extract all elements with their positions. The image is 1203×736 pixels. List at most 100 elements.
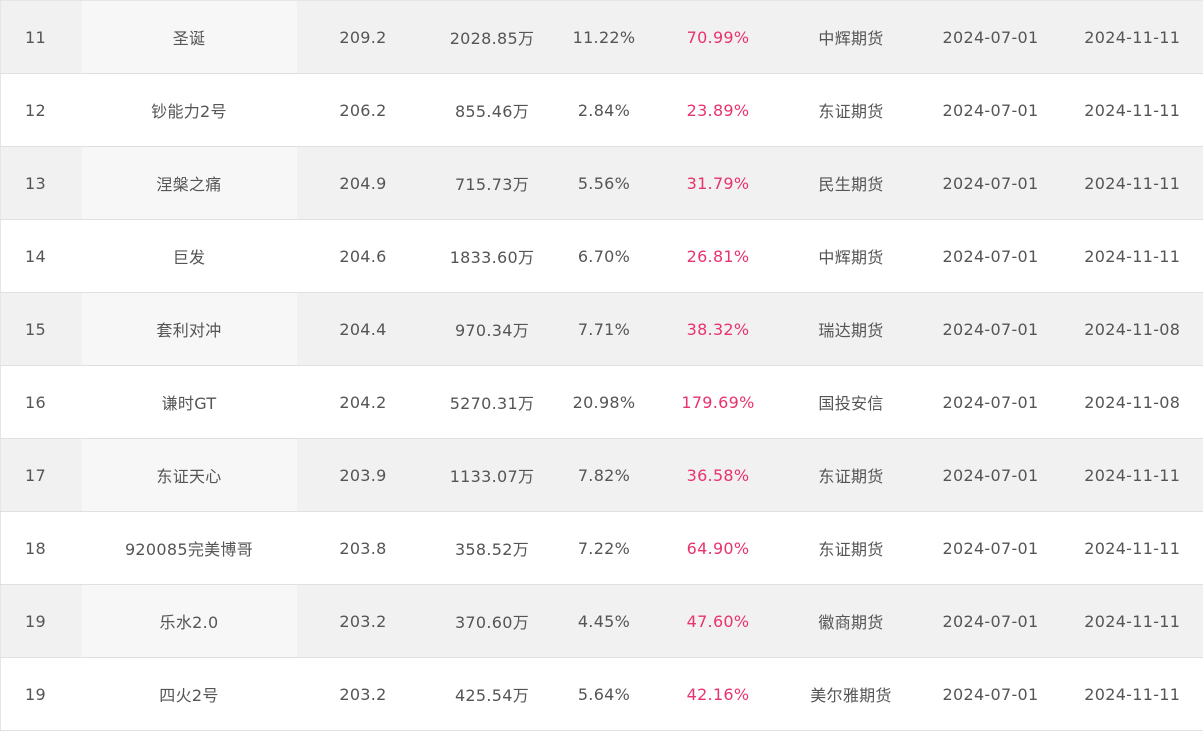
account-name-cell: 套利对冲 [81,292,297,366]
broker-cell: 东证期货 [782,511,920,585]
return-cell: 70.99% [653,0,783,74]
table-row: 16 谦时GT 204.2 5270.31万 20.98% 179.69% 国投安信 2024… [0,365,1203,439]
table-row: 12 钞能力2号 206.2 855.46万 2.84% 23.89% 东证期货 2024-0… [0,73,1203,147]
broker-cell: 中辉期货 [782,219,920,293]
score-cell: 204.2 [296,365,430,439]
equity-cell: 855.46万 [429,73,555,147]
score-cell: 206.2 [296,73,430,147]
end-date-cell: 2024-11-11 [1061,219,1203,293]
account-name-cell: 东证天心 [81,438,297,512]
end-date-cell: 2024-11-11 [1061,0,1203,74]
return-cell: 31.79% [653,146,783,220]
drawdown-cell: 11.22% [554,0,654,74]
account-name-cell: 乐水2.0 [81,584,297,658]
score-cell: 203.8 [296,511,430,585]
rank-cell: 17 [0,438,82,512]
start-date-cell: 2024-07-01 [919,73,1062,147]
equity-cell: 370.60万 [429,584,555,658]
rank-cell: 15 [0,292,82,366]
broker-cell: 国投安信 [782,365,920,439]
rank-cell: 14 [0,219,82,293]
account-name-cell: 钞能力2号 [81,73,297,147]
score-cell: 203.2 [296,584,430,658]
broker-cell: 东证期货 [782,73,920,147]
start-date-cell: 2024-07-01 [919,511,1062,585]
table-row: 19 四火2号 203.2 425.54万 5.64% 42.16% 美尔雅期货 2024-0… [0,657,1203,731]
start-date-cell: 2024-07-01 [919,219,1062,293]
start-date-cell: 2024-07-01 [919,365,1062,439]
equity-cell: 970.34万 [429,292,555,366]
rank-cell: 11 [0,0,82,74]
broker-cell: 徽商期货 [782,584,920,658]
drawdown-cell: 2.84% [554,73,654,147]
return-cell: 38.32% [653,292,783,366]
account-name-cell: 谦时GT [81,365,297,439]
table-row: 17 东证天心 203.9 1133.07万 7.82% 36.58% 东证期货 2024-0… [0,438,1203,512]
drawdown-cell: 7.71% [554,292,654,366]
return-cell: 47.60% [653,584,783,658]
broker-cell: 美尔雅期货 [782,657,920,731]
drawdown-cell: 4.45% [554,584,654,658]
equity-cell: 1833.60万 [429,219,555,293]
broker-cell: 民生期货 [782,146,920,220]
score-cell: 209.2 [296,0,430,74]
equity-cell: 1133.07万 [429,438,555,512]
rank-cell: 19 [0,584,82,658]
drawdown-cell: 20.98% [554,365,654,439]
rank-cell: 19 [0,657,82,731]
account-name-cell: 涅槃之痛 [81,146,297,220]
score-cell: 203.9 [296,438,430,512]
start-date-cell: 2024-07-01 [919,657,1062,731]
start-date-cell: 2024-07-01 [919,584,1062,658]
start-date-cell: 2024-07-01 [919,438,1062,512]
equity-cell: 358.52万 [429,511,555,585]
table-row: 13 涅槃之痛 204.9 715.73万 5.56% 31.79% 民生期货 2024-07… [0,146,1203,220]
broker-cell: 瑞达期货 [782,292,920,366]
account-name-cell: 圣诞 [81,0,297,74]
table-row: 19 乐水2.0 203.2 370.60万 4.45% 47.60% 徽商期货 2024-0… [0,584,1203,658]
table-row: 14 巨发 204.6 1833.60万 6.70% 26.81% 中辉期货 2024-07-… [0,219,1203,293]
account-name-cell: 920085完美博哥 [81,511,297,585]
return-cell: 42.16% [653,657,783,731]
return-cell: 23.89% [653,73,783,147]
rank-cell: 12 [0,73,82,147]
rank-cell: 18 [0,511,82,585]
end-date-cell: 2024-11-11 [1061,438,1203,512]
drawdown-cell: 7.22% [554,511,654,585]
score-cell: 203.2 [296,657,430,731]
broker-cell: 中辉期货 [782,0,920,74]
return-cell: 36.58% [653,438,783,512]
end-date-cell: 2024-11-11 [1061,73,1203,147]
table-row: 15 套利对冲 204.4 970.34万 7.71% 38.32% 瑞达期货 2024-07… [0,292,1203,366]
score-cell: 204.4 [296,292,430,366]
start-date-cell: 2024-07-01 [919,292,1062,366]
equity-cell: 2028.85万 [429,0,555,74]
start-date-cell: 2024-07-01 [919,146,1062,220]
drawdown-cell: 6.70% [554,219,654,293]
end-date-cell: 2024-11-08 [1061,292,1203,366]
equity-cell: 425.54万 [429,657,555,731]
score-cell: 204.9 [296,146,430,220]
end-date-cell: 2024-11-11 [1061,146,1203,220]
return-cell: 64.90% [653,511,783,585]
return-cell: 179.69% [653,365,783,439]
score-cell: 204.6 [296,219,430,293]
rank-cell: 13 [0,146,82,220]
account-name-cell: 巨发 [81,219,297,293]
end-date-cell: 2024-11-08 [1061,365,1203,439]
start-date-cell: 2024-07-01 [919,0,1062,74]
end-date-cell: 2024-11-11 [1061,511,1203,585]
rank-cell: 16 [0,365,82,439]
end-date-cell: 2024-11-11 [1061,584,1203,658]
table-row: 18 920085完美博哥 203.8 358.52万 7.22% 64.90% 东证期货 2… [0,511,1203,585]
equity-cell: 5270.31万 [429,365,555,439]
table-row: 11 圣诞 209.2 2028.85万 11.22% 70.99% 中辉期货 2024-07… [0,0,1203,74]
return-cell: 26.81% [653,219,783,293]
drawdown-cell: 5.56% [554,146,654,220]
equity-cell: 715.73万 [429,146,555,220]
account-name-cell: 四火2号 [81,657,297,731]
broker-cell: 东证期货 [782,438,920,512]
end-date-cell: 2024-11-11 [1061,657,1203,731]
drawdown-cell: 5.64% [554,657,654,731]
